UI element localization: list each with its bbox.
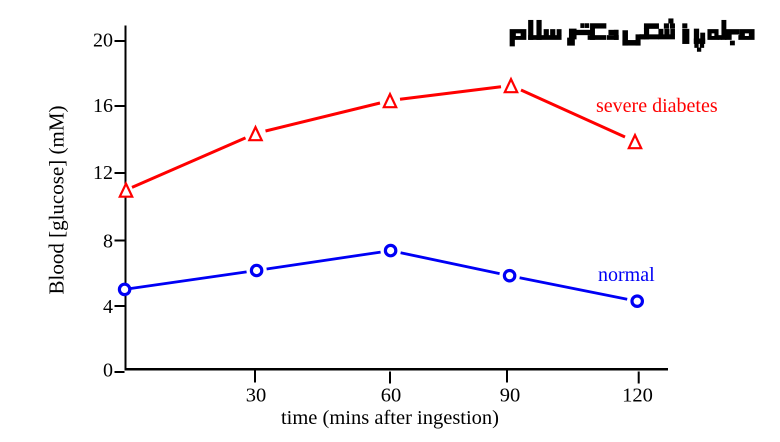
svg-text:8: 8 <box>103 230 113 252</box>
svg-text:4: 4 <box>103 296 113 318</box>
svg-text:30: 30 <box>246 384 267 406</box>
svg-text:12: 12 <box>93 162 113 184</box>
svg-text:120: 120 <box>622 384 653 406</box>
svg-text:90: 90 <box>500 384 521 406</box>
svg-text:severe diabetes: severe diabetes <box>596 95 718 117</box>
svg-text:normal: normal <box>598 264 655 286</box>
svg-text:0: 0 <box>103 360 113 382</box>
svg-text:60: 60 <box>381 384 402 406</box>
svg-text:20: 20 <box>93 30 113 52</box>
svg-text:time (mins after ingestion): time (mins after ingestion) <box>281 407 499 429</box>
svg-text:Blood [glucose] (mM): Blood [glucose] (mM) <box>45 106 69 295</box>
svg-text:16: 16 <box>93 95 113 117</box>
